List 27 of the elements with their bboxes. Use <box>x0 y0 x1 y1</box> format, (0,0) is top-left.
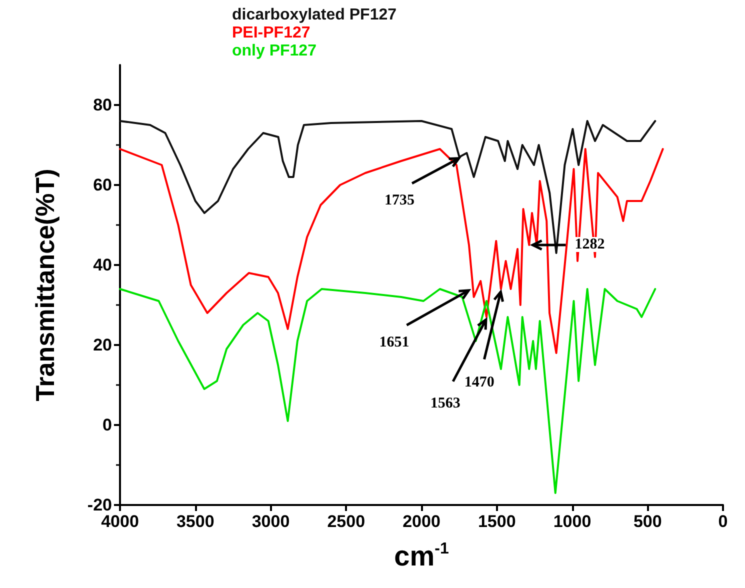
annotation: 1735 <box>384 192 414 208</box>
y-tick-label: 0 <box>102 416 112 434</box>
line-series <box>119 288 656 494</box>
x-tick-label: 2000 <box>402 512 440 531</box>
x-tick-label: 1500 <box>478 512 516 531</box>
x-tick-label: 1000 <box>553 512 592 531</box>
annotation: 1470 <box>464 374 494 390</box>
line-series <box>119 148 664 354</box>
y-axis-title: Transmittance(%T) <box>30 168 60 402</box>
text: only PF127 <box>232 42 317 60</box>
x-tick-label: 500 <box>633 512 662 531</box>
y-tick-label: -20 <box>87 496 112 514</box>
annotation: 1651 <box>379 334 410 350</box>
x-tick-label: 0 <box>718 512 728 531</box>
y-tick-label: 20 <box>93 336 112 354</box>
text: PEI-PF127 <box>232 24 310 42</box>
annotation: 1282 <box>574 236 605 252</box>
x-tick-label: 4000 <box>101 512 139 531</box>
line-series <box>119 120 656 254</box>
x-tick-label: 3000 <box>252 512 290 531</box>
x-tick-label: 2500 <box>327 512 366 531</box>
y-tick-label: 80 <box>93 96 112 114</box>
annotation: 1563 <box>430 396 460 412</box>
text: dicarboxylated PF127 <box>232 6 397 24</box>
y-tick-label: 60 <box>93 176 112 194</box>
y-tick-label: 40 <box>93 256 112 274</box>
x-tick-label: 3500 <box>176 512 214 531</box>
